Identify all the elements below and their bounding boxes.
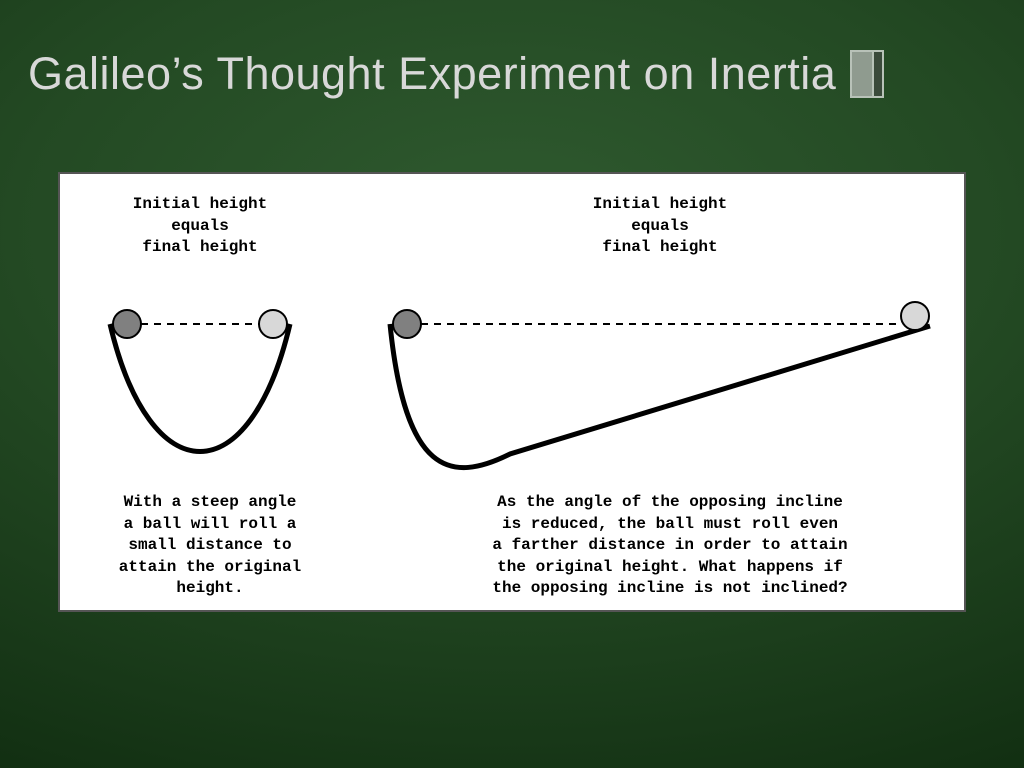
title-bar: Galileo’s Thought Experiment on Inertia	[28, 48, 996, 100]
diagram-panel: Initial height equals final height Initi…	[58, 172, 966, 612]
left-incline-curve	[110, 324, 290, 452]
right-ball-end	[901, 302, 929, 330]
right-incline-curve	[390, 324, 930, 468]
right-caption-l3: a farther distance in order to attain	[492, 536, 847, 554]
right-caption-l5: the opposing incline is not inclined?	[492, 579, 847, 597]
right-top-label: Initial height equals final height	[540, 194, 780, 259]
left-caption-l5: height.	[176, 579, 243, 597]
right-caption-l4: the original height. What happens if	[497, 558, 843, 576]
left-top-label: Initial height equals final height	[100, 194, 300, 259]
right-caption: As the angle of the opposing incline is …	[430, 492, 910, 600]
left-ball-end	[259, 310, 287, 338]
left-caption-l4: attain the original	[119, 558, 301, 576]
right-caption-l2: is reduced, the ball must roll even	[502, 515, 838, 533]
right-top-label-l1: Initial height	[593, 195, 727, 213]
right-caption-l1: As the angle of the opposing incline	[497, 493, 843, 511]
left-top-label-l1: Initial height	[133, 195, 267, 213]
right-top-label-l2: equals	[631, 217, 689, 235]
left-caption-l1: With a steep angle	[124, 493, 297, 511]
slide-title: Galileo’s Thought Experiment on Inertia	[28, 48, 836, 100]
title-accent-block-1	[850, 50, 872, 98]
left-ball-start	[113, 310, 141, 338]
left-caption-l3: small distance to	[128, 536, 291, 554]
left-top-label-l2: equals	[171, 217, 229, 235]
left-caption-l2: a ball will roll a	[124, 515, 297, 533]
left-caption: With a steep angle a ball will roll a sm…	[90, 492, 330, 600]
title-accent-block-2	[872, 50, 884, 98]
slide: Galileo’s Thought Experiment on Inertia …	[0, 0, 1024, 768]
left-top-label-l3: final height	[142, 238, 257, 256]
right-ball-start	[393, 310, 421, 338]
right-top-label-l3: final height	[602, 238, 717, 256]
